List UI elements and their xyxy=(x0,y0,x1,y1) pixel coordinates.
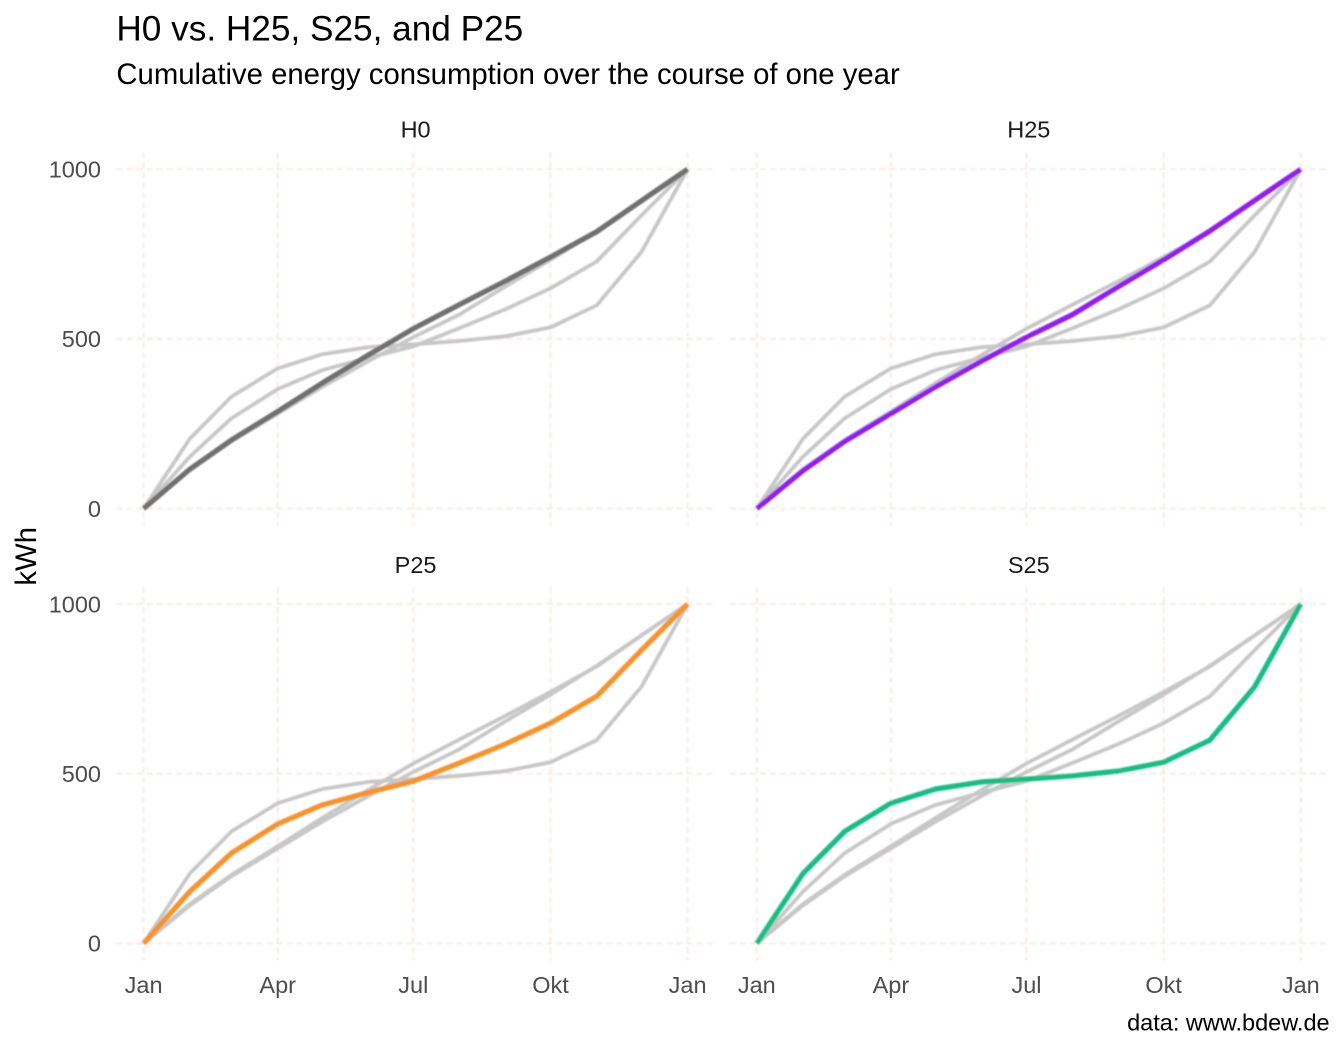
svg-text:1000: 1000 xyxy=(49,157,101,183)
svg-text:Apr: Apr xyxy=(873,972,910,998)
svg-text:Jan: Jan xyxy=(669,972,707,998)
svg-text:Jan: Jan xyxy=(738,972,776,998)
svg-text:Jan: Jan xyxy=(125,972,163,998)
svg-text:S25: S25 xyxy=(1008,552,1050,578)
svg-text:H0 vs. H25, S25, and P25: H0 vs. H25, S25, and P25 xyxy=(116,9,523,48)
svg-text:H25: H25 xyxy=(1007,117,1050,143)
svg-text:Jan: Jan xyxy=(1282,972,1320,998)
svg-text:Okt: Okt xyxy=(532,972,569,998)
svg-text:Okt: Okt xyxy=(1145,972,1182,998)
svg-text:Apr: Apr xyxy=(259,972,296,998)
svg-text:500: 500 xyxy=(62,761,101,787)
svg-text:H0: H0 xyxy=(401,117,431,143)
svg-text:0: 0 xyxy=(88,931,101,957)
svg-text:1000: 1000 xyxy=(49,591,101,617)
svg-text:0: 0 xyxy=(88,496,101,522)
svg-text:Cumulative energy consumption: Cumulative energy consumption over the c… xyxy=(116,58,900,91)
svg-text:data: www.bdew.de: data: www.bdew.de xyxy=(1127,1010,1330,1036)
svg-text:kWh: kWh xyxy=(10,527,43,586)
svg-text:Jul: Jul xyxy=(1011,972,1041,998)
svg-text:P25: P25 xyxy=(395,552,437,578)
svg-text:500: 500 xyxy=(62,326,101,352)
svg-text:Jul: Jul xyxy=(398,972,428,998)
